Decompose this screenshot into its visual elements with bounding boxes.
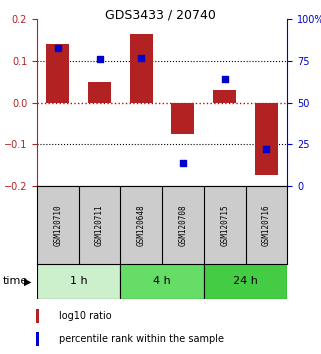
Point	[180, 160, 186, 165]
Bar	[255, 103, 278, 176]
Point	[97, 57, 102, 62]
Text: ▶: ▶	[23, 276, 31, 286]
Text: GSM120708: GSM120708	[178, 204, 187, 246]
Bar	[88, 82, 111, 103]
Text: GDS3433 / 20740: GDS3433 / 20740	[105, 9, 216, 22]
Text: 24 h: 24 h	[233, 276, 258, 286]
Bar	[36, 309, 39, 323]
Text: GSM120715: GSM120715	[220, 204, 229, 246]
Text: percentile rank within the sample: percentile rank within the sample	[59, 334, 224, 344]
Point	[222, 76, 227, 82]
Text: GSM120648: GSM120648	[137, 204, 146, 246]
Bar	[36, 332, 39, 346]
Bar	[213, 90, 236, 103]
Text: log10 ratio: log10 ratio	[59, 311, 112, 321]
Text: GSM120716: GSM120716	[262, 204, 271, 246]
Text: time: time	[3, 276, 29, 286]
Point	[139, 55, 144, 61]
Bar	[204, 264, 287, 299]
Text: 4 h: 4 h	[153, 276, 171, 286]
Point	[55, 45, 60, 51]
Bar	[130, 34, 153, 103]
Text: 1 h: 1 h	[70, 276, 87, 286]
Point	[264, 147, 269, 152]
Text: GSM120711: GSM120711	[95, 204, 104, 246]
Bar	[120, 264, 204, 299]
Bar	[171, 103, 195, 134]
Bar	[37, 264, 120, 299]
Text: GSM120710: GSM120710	[53, 204, 62, 246]
Bar	[46, 45, 69, 103]
